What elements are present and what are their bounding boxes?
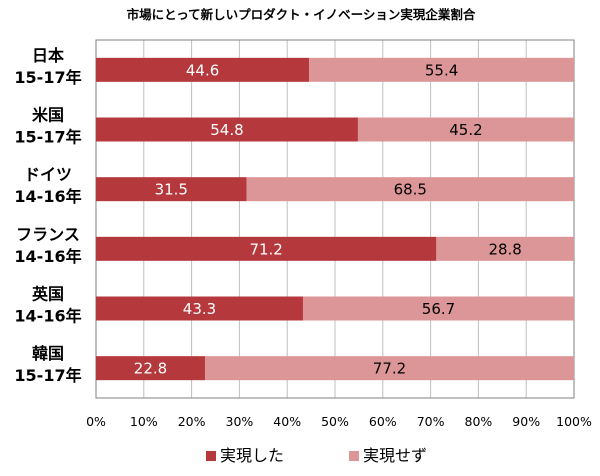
bar-realized [96, 177, 247, 202]
data-label: 43.3 [183, 300, 216, 318]
data-label: 31.5 [155, 181, 188, 199]
x-tick-label: 0% [86, 414, 106, 429]
data-label: 68.5 [394, 181, 427, 199]
data-label: 54.8 [210, 121, 243, 139]
category-label: 日本 [32, 46, 64, 65]
data-label: 56.7 [422, 300, 455, 318]
ticks-layer: 0% 10% 20% 30% 40% 50% 60% 70% 80% 90% 100% [86, 414, 592, 429]
bar-not-realized [246, 177, 574, 202]
bar-not-realized [309, 57, 574, 82]
category-label: 韓国 [32, 344, 64, 363]
bar-not-realized [204, 356, 574, 381]
category-label: 15-17年 [14, 366, 81, 385]
plot-border [95, 39, 575, 399]
bar-not-realized [436, 236, 574, 261]
x-tick-label: 40% [273, 414, 301, 429]
legend-label: 実現した [220, 446, 284, 465]
bar-realized [96, 57, 310, 82]
legend-swatch [349, 451, 359, 461]
x-tick-label: 70% [417, 414, 445, 429]
legend: 実現した 実現せず [206, 446, 427, 465]
bar-realized [96, 236, 437, 261]
x-tick-label: 60% [369, 414, 397, 429]
x-tick-label: 10% [130, 414, 158, 429]
category-label: 14-16年 [14, 247, 81, 266]
x-tick-label: 90% [512, 414, 540, 429]
x-tick-label: 80% [465, 414, 493, 429]
bar-realized [96, 356, 205, 381]
chart-title: 市場にとって新しいプロダクト・イノベーション実現企業割合 [127, 7, 476, 22]
x-tick-label: 50% [321, 414, 349, 429]
data-label: 71.2 [249, 240, 282, 258]
category-label: フランス [16, 225, 80, 244]
x-tick-label: 100% [556, 414, 592, 429]
data-label: 44.6 [186, 61, 219, 79]
data-label: 77.2 [373, 360, 406, 378]
labels-layer: 44.6 55.4 54.8 45.2 31.5 68.5 71.2 28.8 43.3 56.7… [134, 61, 522, 377]
category-label: 15-17年 [14, 128, 81, 147]
data-label: 22.8 [134, 360, 167, 378]
legend-label: 実現せず [363, 446, 427, 465]
bars-layer [96, 57, 574, 381]
category-label: ドイツ [24, 165, 72, 184]
bar-not-realized [302, 296, 574, 321]
bar-realized [96, 117, 358, 142]
category-label: 英国 [31, 285, 64, 304]
x-tick-label: 30% [226, 414, 254, 429]
bar-realized [96, 296, 303, 321]
bar-not-realized [357, 117, 574, 142]
data-label: 45.2 [449, 121, 482, 139]
category-label: 米国 [32, 106, 64, 125]
data-label: 55.4 [425, 61, 458, 79]
x-tick-label: 20% [178, 414, 206, 429]
category-label: 15-17年 [14, 68, 81, 87]
grid-layer [95, 39, 575, 399]
data-label: 28.8 [488, 240, 521, 258]
category-label: 14-16年 [14, 187, 81, 206]
legend-swatch [206, 451, 216, 461]
category-label: 14-16年 [14, 307, 81, 326]
